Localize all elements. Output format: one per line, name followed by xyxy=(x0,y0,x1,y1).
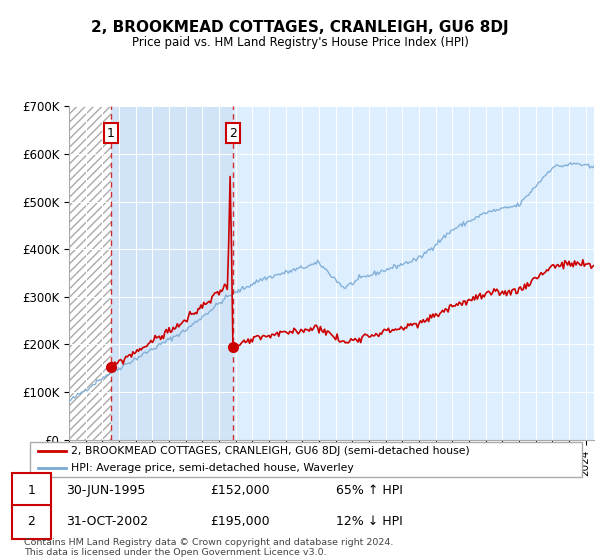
Text: 1: 1 xyxy=(28,484,35,497)
Text: 2: 2 xyxy=(229,127,237,139)
Text: 2, BROOKMEAD COTTAGES, CRANLEIGH, GU6 8DJ: 2, BROOKMEAD COTTAGES, CRANLEIGH, GU6 8D… xyxy=(91,20,509,35)
Text: 12% ↓ HPI: 12% ↓ HPI xyxy=(336,515,403,528)
FancyBboxPatch shape xyxy=(12,473,51,507)
FancyBboxPatch shape xyxy=(30,442,582,477)
Text: £195,000: £195,000 xyxy=(210,515,269,528)
Text: HPI: Average price, semi-detached house, Waverley: HPI: Average price, semi-detached house,… xyxy=(71,463,354,473)
Text: Contains HM Land Registry data © Crown copyright and database right 2024.
This d: Contains HM Land Registry data © Crown c… xyxy=(24,538,394,557)
Text: 65% ↑ HPI: 65% ↑ HPI xyxy=(336,484,403,497)
FancyBboxPatch shape xyxy=(12,505,51,539)
Text: Price paid vs. HM Land Registry's House Price Index (HPI): Price paid vs. HM Land Registry's House … xyxy=(131,36,469,49)
Text: 31-OCT-2002: 31-OCT-2002 xyxy=(66,515,148,528)
Text: 2, BROOKMEAD COTTAGES, CRANLEIGH, GU6 8DJ (semi-detached house): 2, BROOKMEAD COTTAGES, CRANLEIGH, GU6 8D… xyxy=(71,446,470,456)
Text: £152,000: £152,000 xyxy=(210,484,269,497)
Text: 30-JUN-1995: 30-JUN-1995 xyxy=(66,484,145,497)
Text: 2: 2 xyxy=(28,515,35,528)
Text: 1: 1 xyxy=(107,127,115,139)
